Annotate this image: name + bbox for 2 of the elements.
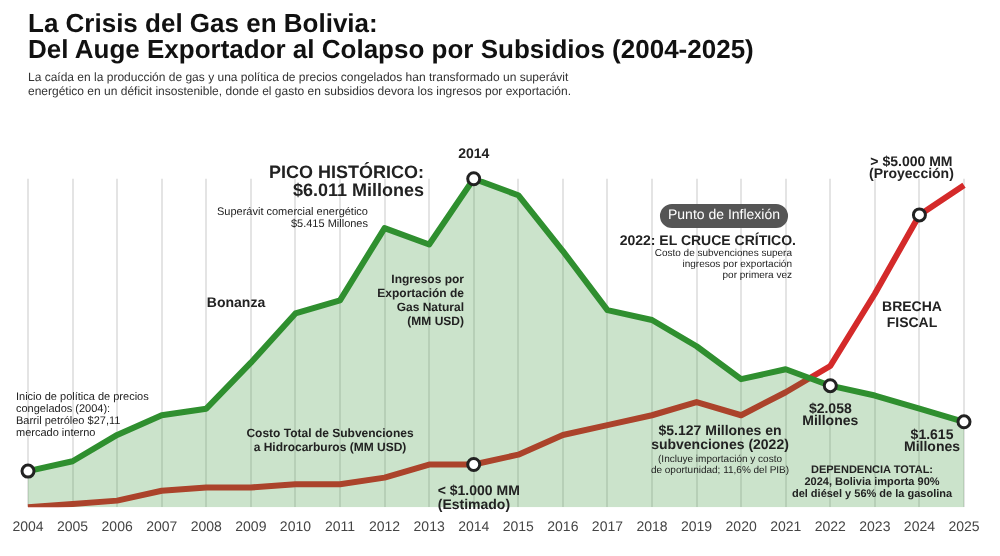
chart-title: La Crisis del Gas en Bolivia: Del Auge Exportador al Colapso por Subsidios (2004-2025) bbox=[28, 8, 754, 65]
annotation: PICO HISTÓRICO: $6.011 Millones bbox=[268, 161, 424, 200]
